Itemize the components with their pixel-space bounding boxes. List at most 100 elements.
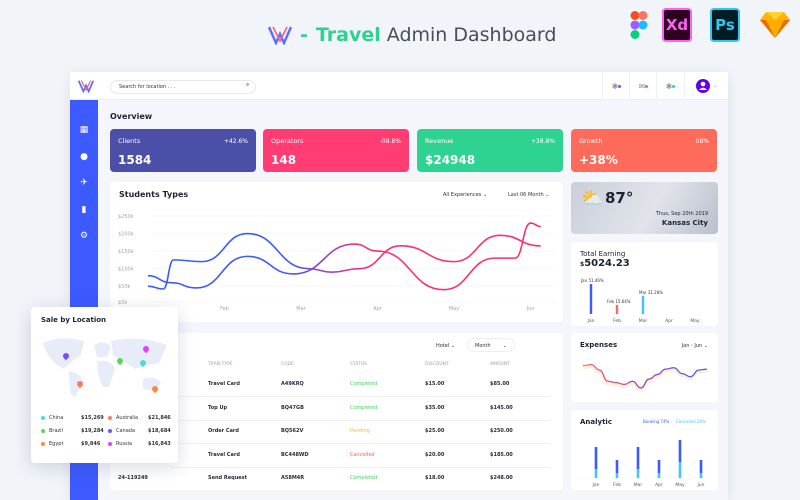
- series-line-2: [147, 232, 541, 290]
- cell-discount: $15.00: [425, 381, 445, 387]
- settings-icon[interactable]: ⚙: [79, 231, 89, 241]
- period-dropdown[interactable]: Last 06 Month ⌄: [508, 192, 550, 198]
- x-tick-label: Feb: [613, 318, 621, 324]
- country-name: Egypt: [49, 441, 64, 447]
- location-legend-item: Canada $18,684: [108, 428, 171, 434]
- cell-status: Pending: [350, 428, 370, 434]
- country-value: $21,846: [148, 415, 171, 421]
- x-tick-label: May: [690, 318, 700, 324]
- expenses-line: [582, 363, 708, 389]
- cell-type: Top Up: [208, 404, 228, 411]
- analytic-card: Analytic Booking 74% Cancelled 26% Jan Fe…: [571, 410, 718, 490]
- location-legend-item: China $15,269: [41, 415, 104, 421]
- y-tick-label: $200k: [118, 232, 134, 238]
- cancelled-bar: [636, 469, 640, 478]
- stat-card-clients[interactable]: Clients +42.6% 1584: [110, 129, 256, 172]
- students-types-card: Students Types All Experiences ⌄ Last 06…: [110, 182, 563, 322]
- country-name: Canada: [116, 428, 136, 434]
- flight-icon[interactable]: ✈: [80, 178, 88, 188]
- search-input[interactable]: Search for location . . .: [110, 80, 256, 94]
- avatar[interactable]: [695, 79, 710, 93]
- cancelled-bar: [699, 473, 703, 478]
- user-icon[interactable]: ●: [80, 152, 88, 162]
- column-header: DISCOUNT: [425, 362, 449, 367]
- series-line-1: [147, 222, 541, 291]
- stat-change: 08%: [695, 138, 709, 145]
- analytic-bar-chart: Jan Feb Mar Apr May Jun: [579, 440, 711, 488]
- cell-type: Travel Card: [208, 451, 240, 458]
- title-dash: -: [300, 24, 308, 46]
- x-tick-label: Jun: [696, 482, 704, 488]
- photoshop-icon: Ps: [710, 8, 740, 42]
- location-title: Sale by Location: [41, 316, 107, 324]
- stat-change: +38.8%: [530, 138, 555, 145]
- dashboard-window: Search for location . . . ⌕ ✱ ✉ ✱ ⌄ ▦ ● …: [70, 72, 728, 500]
- stat-value: +38%: [579, 153, 618, 167]
- booking-bar: [699, 460, 703, 473]
- cell-discount: $35.00: [425, 404, 445, 411]
- location-legend-item: Egypt $9,846: [41, 441, 100, 447]
- cell-code: BC448WD: [281, 451, 309, 458]
- booking-bar: [678, 440, 682, 462]
- title-accent: Travel: [315, 24, 381, 46]
- stat-change: -08.8%: [379, 138, 401, 145]
- month-dropdown[interactable]: Month ⌄: [467, 338, 515, 352]
- column-header: STATUS: [350, 362, 367, 367]
- logo-icon: [268, 26, 292, 45]
- y-tick-label: $50k: [118, 284, 131, 290]
- notification-icon[interactable]: ✱: [656, 72, 684, 100]
- x-tick-label: May: [675, 482, 685, 488]
- chart-title: Students Types: [119, 190, 189, 199]
- app-logo-icon: [78, 80, 94, 93]
- dashboard-icon[interactable]: ▦: [79, 125, 89, 135]
- legend-dot: [108, 429, 112, 433]
- x-tick-label: Jan: [587, 318, 595, 324]
- legend-dot: [108, 416, 112, 420]
- cell-status: Cancelled: [350, 451, 375, 458]
- cell-status: Completed: [350, 404, 378, 411]
- cell-code: A49KRQ: [281, 381, 304, 387]
- y-tick-label: $100k: [118, 267, 134, 273]
- country-value: $18,684: [148, 428, 171, 434]
- y-tick-label: $250k: [118, 214, 134, 220]
- translate-icon[interactable]: ✱: [602, 72, 630, 100]
- students-line-chart: $5k $50k $100k $150k $200k $250k Feb Mar Apr May J…: [118, 214, 556, 312]
- dropdown-label: Jan - Jun: [681, 343, 703, 349]
- weather-city: Kansas City: [661, 219, 708, 227]
- bar-label: Mar 31.28%: [639, 290, 663, 295]
- country-value: $19,284: [81, 428, 104, 434]
- stat-value: $24948: [425, 153, 476, 167]
- chevron-down-icon[interactable]: ⌄: [712, 83, 718, 89]
- legend-dot: [41, 416, 45, 420]
- expenses-range-dropdown[interactable]: Jan - Jun ⌄: [681, 343, 708, 349]
- chart-icon[interactable]: ▮: [81, 205, 87, 215]
- top-header: Search for location . . . ⌕ ✱ ✉ ✱ ⌄: [70, 72, 728, 100]
- mail-icon[interactable]: ✉: [629, 72, 657, 100]
- cell-id: 24-119249: [118, 475, 148, 481]
- cancelled-bar: [678, 462, 682, 478]
- location-legend-item: Brazil $19,284: [41, 428, 104, 434]
- stat-card-growth[interactable]: Growth 08% +38%: [571, 129, 717, 172]
- x-tick-label: Feb: [220, 306, 229, 312]
- avatar-menu[interactable]: ⌄: [684, 72, 728, 100]
- cell-status: Completed: [350, 475, 378, 481]
- dropdown-label: Hotel: [436, 343, 450, 349]
- weather-date: Thus, Sep 20th 2019: [656, 211, 708, 217]
- experiences-dropdown[interactable]: All Experiences ⌄: [443, 192, 488, 198]
- stat-value: 148: [271, 153, 297, 167]
- search-icon[interactable]: ⌕: [246, 81, 250, 88]
- legend-dot: [41, 442, 45, 446]
- banner-title: - Travel Admin Dashboard: [268, 24, 556, 46]
- cloud-sun-icon: ⛅: [581, 188, 604, 209]
- stat-card-revenue[interactable]: Revenue +38.8% $24948: [417, 129, 563, 172]
- overview-title: Overview: [110, 112, 153, 121]
- stat-card-operators[interactable]: Operators -08.8% 148: [263, 129, 409, 172]
- stat-label: Operators: [271, 137, 304, 145]
- country-name: China: [49, 415, 64, 421]
- cell-code: BQ47GB: [281, 404, 304, 411]
- stat-value: 1584: [118, 153, 152, 167]
- legend-cancelled: Cancelled 26%: [676, 419, 706, 424]
- hotel-dropdown[interactable]: Hotel ⌄: [436, 343, 456, 349]
- temperature: 87°: [605, 189, 634, 207]
- earning-amount: 5024.23: [584, 258, 630, 269]
